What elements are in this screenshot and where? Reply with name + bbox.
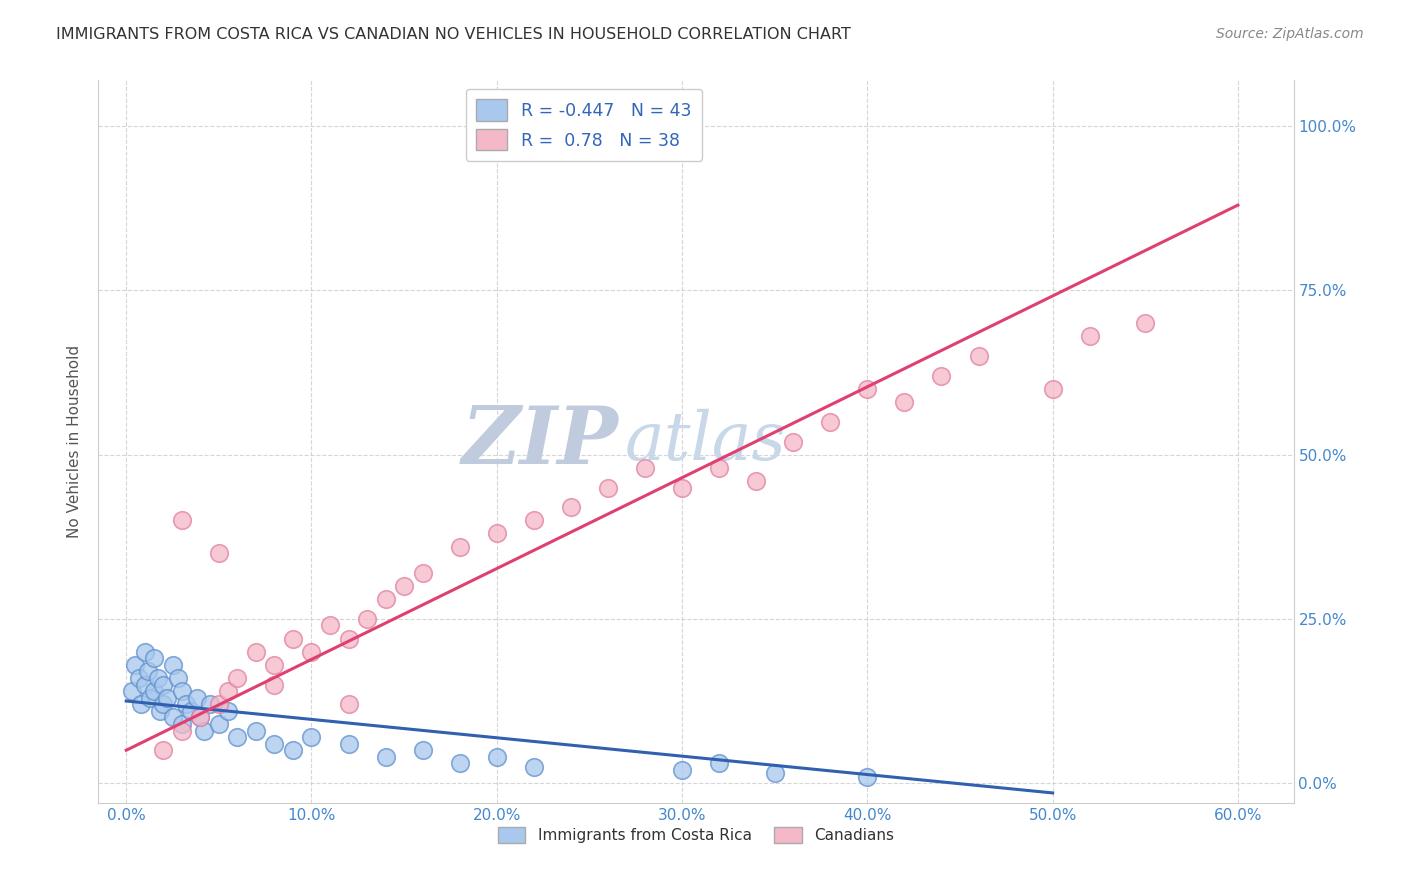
Point — [263, 657, 285, 672]
Text: IMMIGRANTS FROM COSTA RICA VS CANADIAN NO VEHICLES IN HOUSEHOLD CORRELATION CHAR: IMMIGRANTS FROM COSTA RICA VS CANADIAN N… — [56, 27, 851, 42]
Point — [134, 677, 156, 691]
Point — [167, 671, 190, 685]
Point — [217, 704, 239, 718]
Point — [217, 684, 239, 698]
Point — [245, 723, 267, 738]
Point — [337, 632, 360, 646]
Point — [146, 671, 169, 685]
Point — [356, 612, 378, 626]
Point — [193, 723, 215, 738]
Point — [170, 684, 193, 698]
Point — [523, 760, 546, 774]
Point — [198, 698, 221, 712]
Point — [596, 481, 619, 495]
Y-axis label: No Vehicles in Household: No Vehicles in Household — [67, 345, 83, 538]
Point — [485, 526, 508, 541]
Point — [152, 698, 174, 712]
Point — [162, 657, 184, 672]
Point — [186, 690, 208, 705]
Point — [139, 690, 162, 705]
Legend: Immigrants from Costa Rica, Canadians: Immigrants from Costa Rica, Canadians — [492, 822, 900, 849]
Point — [374, 592, 396, 607]
Point — [156, 690, 179, 705]
Point — [188, 710, 211, 724]
Point — [281, 743, 304, 757]
Point — [121, 684, 143, 698]
Point — [1135, 316, 1157, 330]
Point — [856, 382, 879, 396]
Point — [337, 698, 360, 712]
Point — [162, 710, 184, 724]
Point — [707, 460, 730, 475]
Point — [124, 657, 146, 672]
Point — [152, 677, 174, 691]
Point — [263, 677, 285, 691]
Point — [226, 671, 249, 685]
Point — [143, 684, 166, 698]
Point — [856, 770, 879, 784]
Point — [152, 743, 174, 757]
Point — [174, 698, 197, 712]
Point — [374, 749, 396, 764]
Point — [412, 743, 434, 757]
Point — [967, 349, 990, 363]
Text: Source: ZipAtlas.com: Source: ZipAtlas.com — [1216, 27, 1364, 41]
Point — [707, 756, 730, 771]
Point — [301, 730, 323, 744]
Point — [319, 618, 342, 632]
Point — [671, 481, 693, 495]
Point — [485, 749, 508, 764]
Point — [208, 717, 231, 731]
Point — [449, 540, 471, 554]
Point — [1042, 382, 1064, 396]
Point — [170, 513, 193, 527]
Point — [170, 717, 193, 731]
Point — [1078, 329, 1101, 343]
Point — [188, 710, 211, 724]
Point — [263, 737, 285, 751]
Point — [523, 513, 546, 527]
Point — [129, 698, 152, 712]
Point — [745, 474, 768, 488]
Point — [412, 566, 434, 580]
Text: atlas: atlas — [624, 409, 786, 475]
Point — [208, 546, 231, 560]
Point — [245, 645, 267, 659]
Point — [931, 368, 953, 383]
Point — [281, 632, 304, 646]
Point — [226, 730, 249, 744]
Point — [208, 698, 231, 712]
Point — [782, 434, 804, 449]
Point — [820, 415, 842, 429]
Point — [180, 704, 202, 718]
Point — [301, 645, 323, 659]
Point — [893, 395, 915, 409]
Point — [560, 500, 582, 515]
Point — [138, 665, 160, 679]
Point — [763, 766, 786, 780]
Point — [128, 671, 150, 685]
Point — [148, 704, 170, 718]
Point — [170, 723, 193, 738]
Text: ZIP: ZIP — [461, 403, 619, 480]
Point — [634, 460, 657, 475]
Point — [143, 651, 166, 665]
Point — [134, 645, 156, 659]
Point — [671, 763, 693, 777]
Point — [392, 579, 415, 593]
Point — [337, 737, 360, 751]
Point — [449, 756, 471, 771]
